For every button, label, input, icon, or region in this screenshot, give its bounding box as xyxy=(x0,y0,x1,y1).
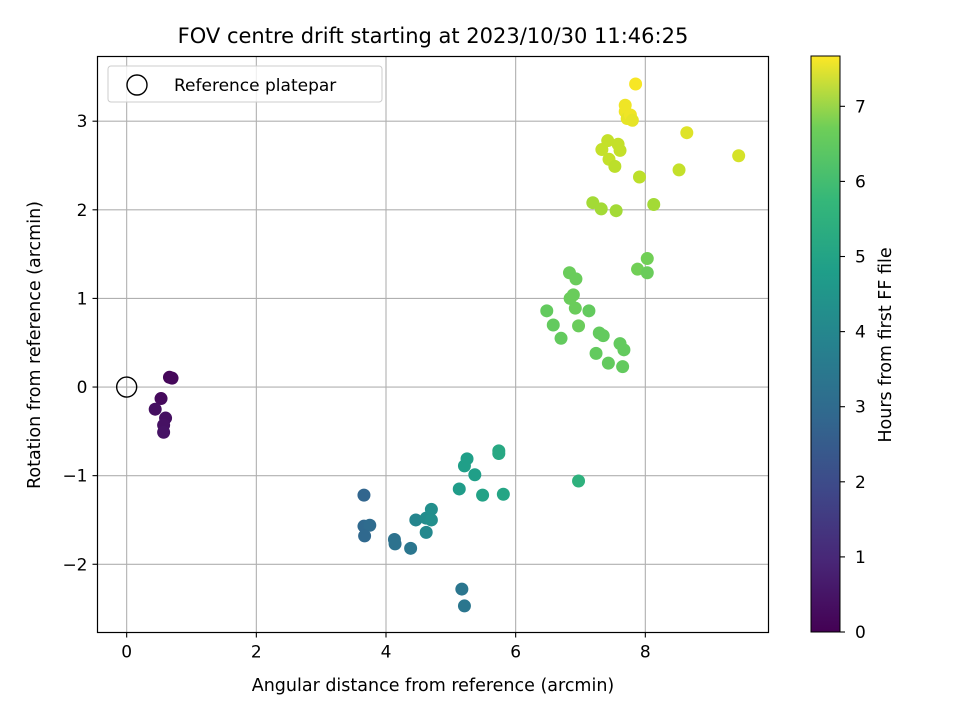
data-point xyxy=(572,319,586,333)
data-point xyxy=(457,599,471,613)
data-point xyxy=(460,452,474,466)
data-point xyxy=(409,513,423,527)
data-point xyxy=(476,488,490,502)
data-point xyxy=(601,134,615,148)
y-tick-label: 1 xyxy=(77,289,88,309)
data-point xyxy=(601,356,615,370)
data-point xyxy=(165,371,179,385)
data-point xyxy=(154,392,168,406)
x-tick-label: 0 xyxy=(121,643,132,663)
data-point xyxy=(647,197,661,211)
data-point xyxy=(540,304,554,318)
data-point xyxy=(424,513,438,527)
colorbar-tick-label: 7 xyxy=(855,97,866,117)
data-point xyxy=(554,331,568,345)
data-point xyxy=(569,272,583,286)
colorbar-tick-label: 5 xyxy=(855,248,866,268)
axis-ticks: 0 2 4 6 8 −2 −1 0 1 2 3 xyxy=(62,112,650,662)
y-axis-label: Rotation from reference (arcmin) xyxy=(25,201,45,489)
data-point xyxy=(629,77,643,91)
data-point xyxy=(452,482,466,496)
data-point xyxy=(455,582,469,596)
colorbar-tick-label: 3 xyxy=(855,398,866,418)
data-point xyxy=(468,468,482,482)
colorbar-gradient xyxy=(810,55,841,633)
y-tick-label: −2 xyxy=(62,555,87,575)
colorbar-label: Hours from first FF file xyxy=(876,247,896,442)
colorbar-tick-label: 2 xyxy=(855,473,866,493)
legend-box xyxy=(107,65,383,103)
colorbar: 0 1 2 3 4 5 6 7 Hours from first FF file xyxy=(810,55,896,643)
x-tick-label: 2 xyxy=(251,643,262,663)
data-point xyxy=(625,113,639,127)
data-point xyxy=(672,163,686,177)
y-tick-label: 0 xyxy=(77,378,88,398)
data-point xyxy=(546,318,560,332)
chart-title: FOV centre drift starting at 2023/10/30 … xyxy=(178,24,689,48)
x-axis-label: Angular distance from reference (arcmin) xyxy=(252,676,615,696)
data-point xyxy=(357,488,371,502)
y-tick-label: 3 xyxy=(77,112,88,132)
data-point xyxy=(424,502,438,516)
legend-marker-icon xyxy=(126,74,148,96)
y-tick-label: 2 xyxy=(77,201,88,221)
colorbar-tick-label: 1 xyxy=(855,548,866,568)
data-point xyxy=(616,360,630,374)
reference-platepar-marker xyxy=(115,376,138,398)
reference-marker-layer xyxy=(115,376,138,398)
data-point xyxy=(594,202,608,216)
x-tick-label: 4 xyxy=(381,643,392,663)
data-point xyxy=(582,304,596,318)
data-point xyxy=(492,446,506,460)
data-point xyxy=(613,143,627,157)
colorbar-ticks: 0 1 2 3 4 5 6 7 xyxy=(840,97,866,643)
data-point xyxy=(419,525,433,539)
data-point xyxy=(404,541,418,555)
scatter-points xyxy=(148,77,746,613)
data-point xyxy=(358,529,372,543)
x-tick-label: 6 xyxy=(510,643,521,663)
y-tick-label: −1 xyxy=(62,467,87,487)
data-point xyxy=(388,537,402,551)
data-point xyxy=(732,149,746,163)
data-point xyxy=(496,487,510,501)
data-point xyxy=(157,425,171,439)
colorbar-tick-label: 6 xyxy=(855,172,866,192)
data-point xyxy=(640,252,654,266)
data-point xyxy=(566,288,580,302)
legend: Reference platepar xyxy=(107,65,383,103)
data-point xyxy=(363,518,377,532)
data-point xyxy=(632,170,646,184)
data-point xyxy=(617,343,631,357)
data-point xyxy=(589,346,603,360)
data-point xyxy=(609,204,623,218)
legend-label: Reference platepar xyxy=(174,76,336,96)
data-point xyxy=(572,474,586,488)
data-point xyxy=(608,159,622,173)
colorbar-tick-label: 0 xyxy=(855,623,866,643)
x-tick-label: 8 xyxy=(640,643,651,663)
data-point xyxy=(640,266,654,280)
data-point xyxy=(568,301,582,315)
data-point xyxy=(148,402,162,416)
grid-lines xyxy=(97,56,769,633)
data-point xyxy=(596,329,610,343)
colorbar-tick-label: 4 xyxy=(855,323,866,343)
plot-frame xyxy=(96,55,770,634)
data-point xyxy=(680,126,694,140)
